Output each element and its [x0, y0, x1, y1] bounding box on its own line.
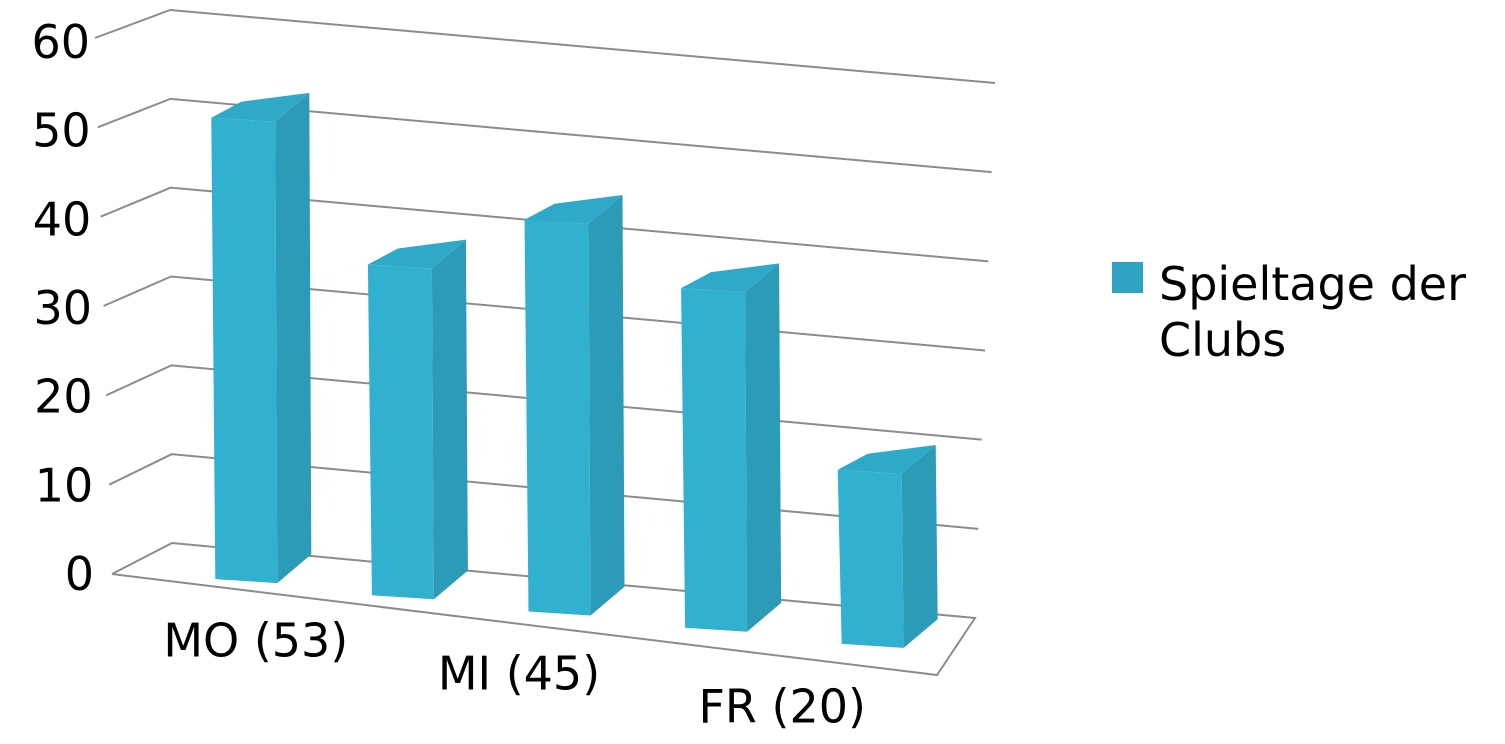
y-tick-label: 30 — [33, 281, 92, 335]
legend-label: Spieltage der Clubs — [1159, 257, 1467, 367]
x-tick-label: MO (53) — [163, 613, 348, 667]
x-tick-label: FR (20) — [698, 680, 865, 734]
gridline — [97, 97, 992, 174]
y-tick-label: 10 — [35, 458, 94, 512]
gridline — [100, 186, 989, 263]
y-tick-label: 50 — [32, 104, 91, 158]
floor-outline — [111, 541, 977, 677]
grid-layer — [94, 8, 996, 677]
y-tick-label: 40 — [33, 192, 92, 246]
y-axis-tick-labels: 0 10 20 30 40 50 60 — [31, 15, 94, 601]
bar — [211, 92, 312, 584]
bars-layer — [211, 92, 938, 648]
bar — [524, 194, 625, 616]
bar — [837, 444, 938, 648]
x-axis-tick-labels: MO (53) MI (45) FR (20) — [163, 613, 866, 733]
y-tick-label: 20 — [34, 370, 93, 424]
x-tick-label: MI (45) — [438, 647, 600, 701]
gridline — [94, 8, 996, 84]
legend: Spieltage der Clubs — [1112, 256, 1505, 368]
y-tick-label: 60 — [31, 15, 90, 69]
legend-swatch — [1112, 262, 1143, 293]
y-tick-label: 0 — [65, 547, 94, 601]
bar — [681, 263, 782, 632]
bar — [367, 239, 468, 600]
